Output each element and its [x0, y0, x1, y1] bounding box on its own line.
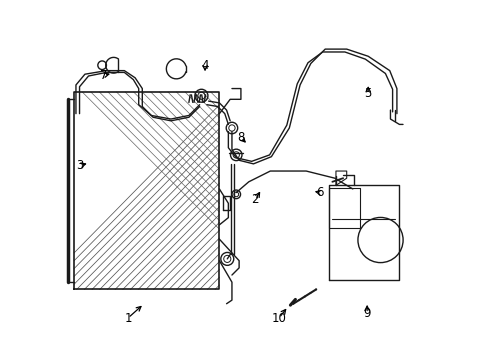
Text: 9: 9: [363, 307, 370, 320]
Text: 2: 2: [251, 193, 259, 206]
Text: 1: 1: [124, 311, 131, 325]
Text: 6: 6: [315, 186, 323, 199]
Text: 7: 7: [100, 69, 107, 82]
Text: 4: 4: [201, 59, 208, 72]
Text: 3: 3: [76, 159, 83, 172]
Text: 8: 8: [237, 131, 244, 144]
Bar: [74, 92, 219, 289]
Text: 5: 5: [364, 87, 371, 100]
Text: 10: 10: [271, 311, 286, 325]
